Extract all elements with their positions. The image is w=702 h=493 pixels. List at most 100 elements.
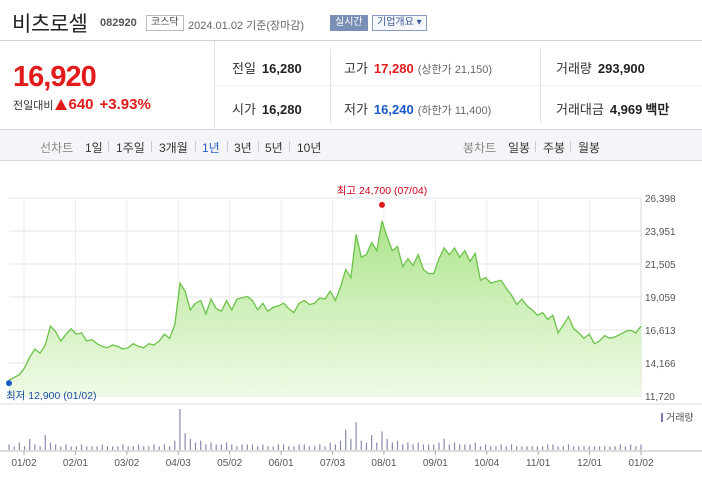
realtime-button[interactable]: 실시간 (330, 15, 368, 31)
tab-1y[interactable]: 1년 (202, 141, 220, 155)
volume-bar (314, 446, 316, 450)
stat-value: 293,900 (597, 61, 645, 76)
tab-1d[interactable]: 1일 (85, 141, 103, 155)
tab-weekly-candle[interactable]: 주봉 (543, 141, 566, 155)
volume-bar (433, 444, 435, 450)
volume-bar (319, 444, 321, 450)
price-chart[interactable]: 11,720 14,166 16,613 19,059 21,505 23,951 26,3… (0, 161, 702, 493)
stat-label: 시가 (232, 102, 256, 117)
volume-bar (153, 444, 155, 450)
volume-bar (531, 446, 533, 450)
volume-bar (386, 438, 388, 450)
volume-bar (640, 444, 642, 450)
volume-bar (609, 446, 611, 450)
volume-bar (630, 444, 632, 450)
volume-bar (60, 446, 62, 450)
volume-bar (308, 446, 311, 450)
stat-amount: 거래대금 4,969 백만 (556, 99, 669, 118)
tab-10y[interactable]: 10년 (297, 141, 322, 155)
volume-bar (567, 444, 570, 450)
change-percent: +3.93% (99, 96, 151, 113)
volume-bar (55, 444, 57, 450)
volume-bar (49, 442, 52, 450)
high-annotation: 최고 24,700 (07/04) (337, 185, 428, 197)
tab-separator (535, 141, 536, 152)
volume-bar (282, 444, 285, 450)
volume-bar (127, 446, 129, 450)
volume-bar (163, 444, 166, 450)
y-tick-label: 14,166 (645, 359, 676, 370)
stat-label: 저가 (344, 102, 368, 117)
price-area-fill (9, 220, 641, 396)
volume-bar (422, 444, 425, 450)
volume-bar (117, 446, 119, 450)
tab-separator (195, 141, 196, 152)
volume-bar (44, 435, 46, 450)
stock-header: 비츠로셀 082920 코스닥 2024.01.02 기준(장마감) 실시간 기… (0, 0, 702, 40)
volume-bar (137, 444, 140, 450)
x-tick-label: 11/01 (526, 458, 551, 469)
volume-bar (267, 446, 269, 450)
volume-bar (8, 444, 10, 450)
volume-bar (598, 446, 601, 450)
volume-bar (132, 446, 134, 450)
volume-bar (557, 446, 559, 450)
candle-chart-label: 봉차트 (463, 141, 497, 155)
tab-daily-candle[interactable]: 일봉 (508, 141, 531, 155)
volume-bar (241, 444, 243, 450)
change-label: 전일대비 (13, 100, 54, 112)
volume-bar (624, 446, 627, 450)
y-tick-label: 11,720 (645, 392, 675, 403)
high-marker (378, 201, 385, 208)
volume-bar (39, 446, 41, 450)
volume-bar (96, 446, 98, 450)
volume-bar (174, 440, 176, 450)
price-change: 전일대비 640 +3.93% (13, 96, 151, 114)
volume-bar (143, 446, 145, 450)
volume-bar (189, 438, 191, 450)
volume-bar (479, 446, 482, 450)
volume-bar (86, 446, 88, 450)
volume-bar (329, 442, 331, 450)
volume-bar (412, 444, 414, 450)
volume-bar (80, 444, 83, 450)
volume-bar (588, 446, 590, 450)
stat-prev-close: 전일 16,280 (232, 58, 302, 77)
tab-1w[interactable]: 1주일 (116, 141, 145, 155)
volume-bar (376, 442, 378, 450)
low-marker (6, 380, 12, 387)
volume-bar (101, 444, 103, 450)
tab-3y[interactable]: 3년 (234, 141, 252, 155)
volume-bar (552, 444, 554, 450)
current-price: 16,920 (13, 61, 97, 93)
volume-bar (407, 442, 409, 450)
volume-bar (106, 446, 109, 450)
volume-bar (29, 438, 31, 450)
upper-limit: (상한가 21,150) (417, 64, 493, 76)
stat-label: 거래대금 (556, 102, 604, 117)
volume-bar (112, 446, 114, 450)
volume-bar (541, 446, 544, 450)
stat-label: 고가 (344, 61, 368, 76)
volume-bar (484, 444, 487, 450)
volume-bar (593, 446, 595, 450)
tab-5y[interactable]: 5년 (265, 141, 283, 155)
volume-bar (194, 442, 197, 450)
tab-separator (108, 141, 109, 152)
low-annotation: 최저 12,900 (01/02) (6, 390, 97, 402)
volume-bar (396, 440, 399, 450)
tab-3m[interactable]: 3개월 (159, 141, 188, 155)
tab-monthly-candle[interactable]: 월봉 (578, 141, 601, 155)
volume-bar (277, 444, 279, 450)
stat-value: 17,280 (373, 61, 414, 76)
market-badge: 코스닥 (146, 15, 184, 31)
stat-volume: 거래량 293,900 (556, 58, 645, 77)
volume-bar (355, 422, 357, 450)
volume-legend-swatch (661, 413, 663, 422)
volume-bar (91, 446, 93, 450)
volume-bar (225, 442, 228, 450)
company-overview-dropdown[interactable]: 기업개요 ▾ (372, 15, 427, 31)
stat-value: 4,969 (609, 102, 643, 117)
volume-bar (179, 409, 181, 450)
volume-bar (168, 446, 171, 450)
